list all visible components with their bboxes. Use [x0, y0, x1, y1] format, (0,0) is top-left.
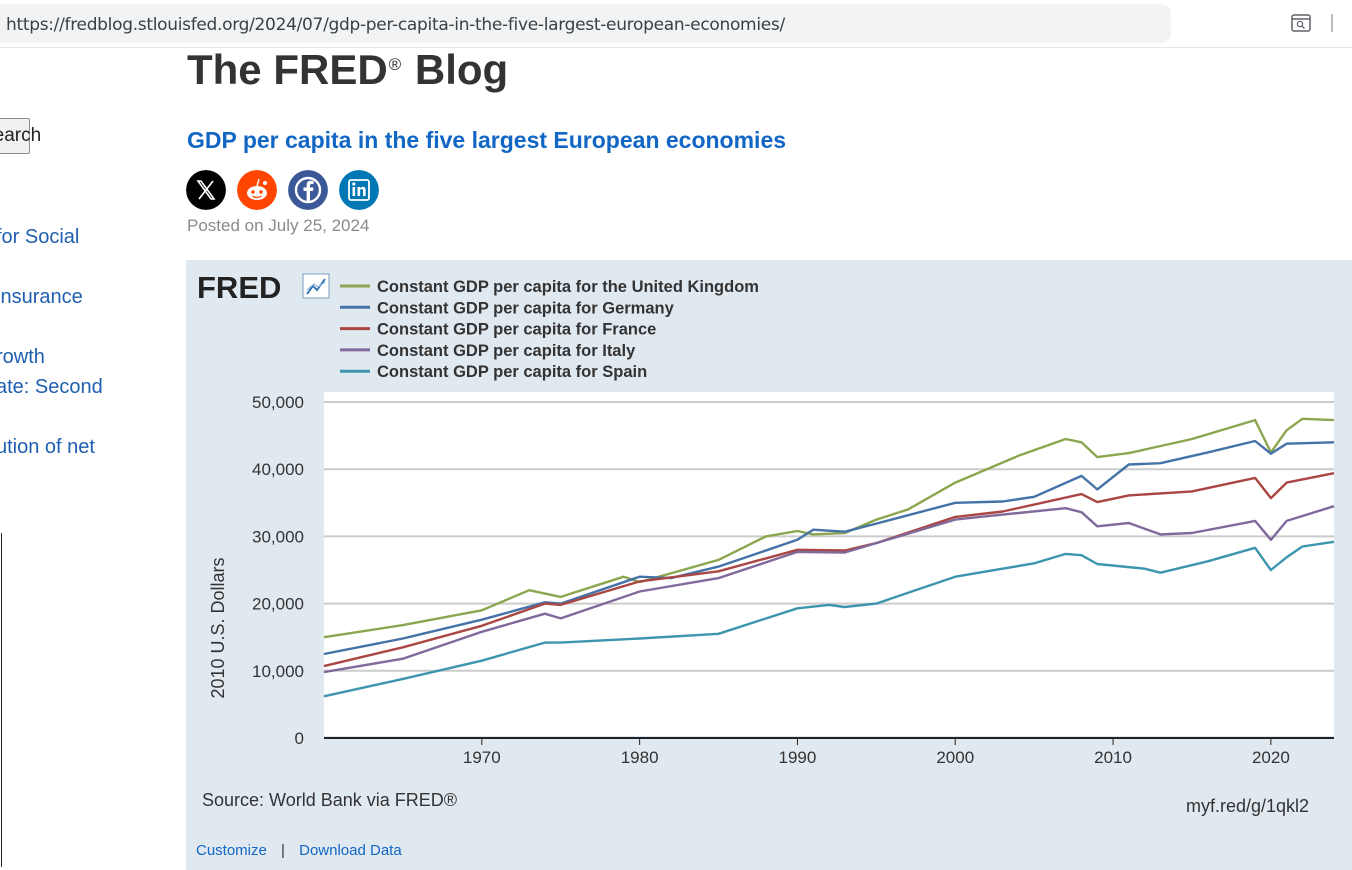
legend-label: Constant GDP per capita for Germany: [377, 299, 675, 317]
y-tick-label: 20,000: [252, 595, 304, 614]
url-text: https://fredblog.stlouisfed.org/2024/07/…: [6, 15, 785, 35]
reader-mode-icon[interactable]: [1291, 14, 1311, 32]
sidebar-widget-border: [0, 533, 2, 867]
y-tick-label: 10,000: [252, 662, 304, 681]
blog-title-suffix: Blog: [414, 46, 509, 93]
sidebar-link[interactable]: insurance: [0, 286, 83, 308]
series-line: [323, 540, 1335, 698]
legend-label: Constant GDP per capita for Spain: [377, 363, 647, 381]
sidebar-link[interactable]: rowth: [0, 346, 45, 368]
sidebar-link[interactable]: for Social: [0, 226, 80, 248]
graph-links: Customize | Download Data: [196, 842, 402, 859]
download-data-link[interactable]: Download Data: [299, 842, 402, 859]
y-tick-label: 50,000: [252, 393, 304, 412]
plot-area: [324, 392, 1334, 736]
post-title[interactable]: GDP per capita in the five largest Europ…: [187, 127, 787, 153]
series-line: [323, 472, 1335, 668]
legend-label: Constant GDP per capita for France: [377, 321, 656, 339]
facebook-share-icon[interactable]: [288, 170, 328, 210]
blog-title-text: The FRED: [187, 46, 388, 93]
y-tick-label: 0: [295, 729, 304, 748]
x-tick-label: 1990: [779, 748, 817, 767]
x-tick-label: 1980: [621, 748, 659, 767]
x-tick-label: 2020: [1252, 748, 1290, 767]
customize-link[interactable]: Customize: [196, 842, 267, 859]
x-tick-label: 2000: [936, 748, 974, 767]
sidebar: Search for Social insurance rowth ate: S…: [0, 48, 170, 867]
url-field[interactable]: https://fredblog.stlouisfed.org/2024/07/…: [0, 4, 1171, 43]
y-tick-label: 30,000: [252, 527, 304, 546]
legend-label: Constant GDP per capita for the United K…: [377, 278, 759, 296]
search-button[interactable]: Search: [0, 118, 41, 154]
gdp-chart: FRED Constant GDP per capita for the Uni…: [197, 270, 1335, 767]
graph-shortlink[interactable]: myf.red/g/1qkl2: [1186, 796, 1310, 816]
legend-label: Constant GDP per capita for Italy: [377, 342, 636, 360]
post-date: Posted on July 25, 2024: [187, 216, 370, 235]
toolbar-divider: [1331, 14, 1333, 32]
series-line: [323, 439, 1335, 656]
fred-graph-panel: FRED Constant GDP per capita for the Uni…: [186, 260, 1352, 870]
series-line: [323, 417, 1335, 639]
reddit-share-icon[interactable]: [237, 170, 277, 210]
y-axis-label: 2010 U.S. Dollars: [208, 557, 228, 698]
linkedin-share-icon[interactable]: [339, 170, 379, 210]
x-tick-label: 1970: [463, 748, 501, 767]
graph-source: Source: World Bank via FRED®: [202, 790, 458, 810]
registered-mark: ®: [388, 55, 402, 74]
x-share-icon[interactable]: [186, 170, 226, 210]
address-bar: https://fredblog.stlouisfed.org/2024/07/…: [0, 0, 1352, 48]
fred-trend-icon: [302, 273, 330, 299]
blog-title[interactable]: The FRED® Blog: [187, 46, 508, 94]
fred-logo: FRED: [197, 270, 281, 305]
chart-legend: Constant GDP per capita for the United K…: [340, 278, 759, 381]
series-line: [323, 505, 1335, 674]
link-separator: |: [281, 842, 285, 859]
y-tick-label: 40,000: [252, 460, 304, 479]
sidebar-link[interactable]: ate: Second: [0, 376, 103, 398]
sidebar-link[interactable]: ution of net: [0, 436, 95, 458]
x-tick-label: 2010: [1094, 748, 1132, 767]
